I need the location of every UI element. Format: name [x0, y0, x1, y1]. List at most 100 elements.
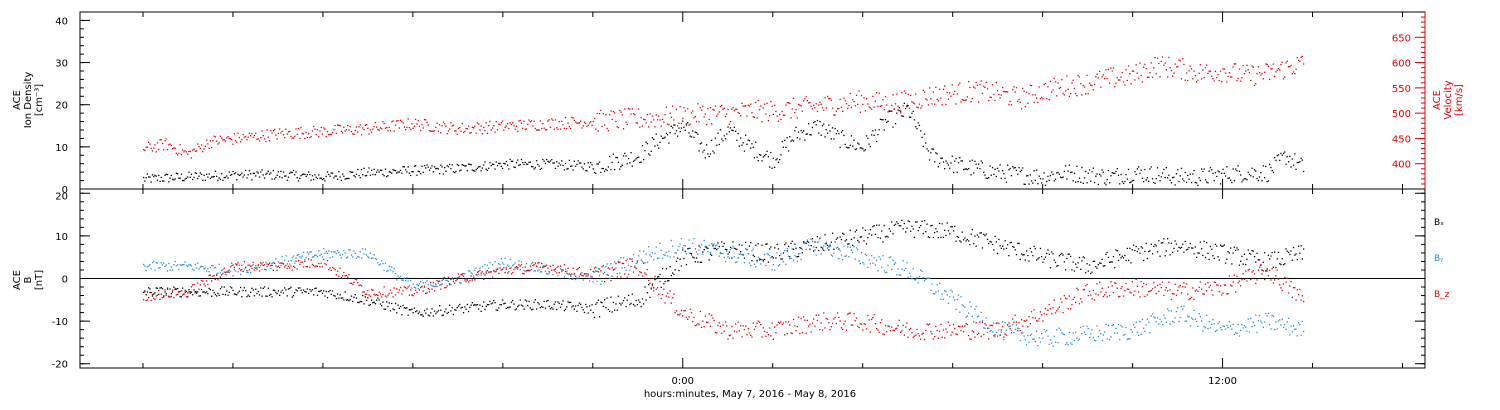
data-point: [664, 302, 666, 304]
data-point: [847, 313, 849, 315]
data-point: [1096, 73, 1098, 75]
data-point: [310, 135, 312, 138]
data-point: [211, 264, 213, 267]
data-point: [877, 236, 879, 239]
data-point: [964, 168, 966, 170]
data-point: [756, 156, 758, 158]
data-point: [815, 103, 817, 105]
data-point: [1228, 177, 1230, 179]
data-point: [814, 121, 816, 123]
data-point: [1091, 84, 1093, 87]
data-point: [1095, 175, 1097, 177]
data-point: [1027, 175, 1029, 177]
data-point: [454, 309, 456, 311]
data-point: [988, 177, 990, 179]
data-point: [383, 175, 385, 177]
data-point: [216, 274, 218, 276]
data-point: [641, 260, 644, 263]
data-point: [563, 276, 565, 278]
data-point: [457, 127, 460, 130]
data-point: [175, 152, 177, 155]
data-point: [1100, 86, 1102, 88]
data-point: [951, 226, 953, 228]
data-point: [803, 100, 805, 102]
data-point: [1238, 170, 1241, 172]
data-point: [386, 301, 388, 303]
data-point: [792, 259, 795, 261]
data-point: [177, 154, 179, 156]
data-point: [556, 266, 558, 268]
data-point: [284, 175, 286, 177]
data-point: [592, 311, 594, 314]
data-point: [600, 171, 602, 174]
data-point: [698, 245, 700, 247]
data-point: [1155, 245, 1157, 247]
data-point: [496, 164, 499, 167]
data-point: [557, 165, 559, 167]
data-point: [480, 310, 482, 312]
data-point: [274, 178, 276, 180]
data-point: [973, 243, 975, 245]
data-point: [974, 336, 976, 338]
data-point: [804, 98, 806, 100]
data-point: [824, 96, 826, 99]
data-point: [1237, 282, 1239, 284]
data-point: [852, 145, 854, 147]
data-point: [789, 324, 791, 326]
data-point: [393, 267, 395, 270]
data-point: [184, 261, 186, 263]
data-point: [236, 263, 238, 265]
data-point: [499, 267, 501, 269]
data-point: [343, 271, 345, 274]
data-point: [677, 135, 679, 137]
data-point: [889, 230, 892, 232]
data-point: [1013, 321, 1015, 323]
data-point: [1100, 291, 1102, 293]
data-point: [1267, 312, 1269, 314]
data-point: [465, 165, 467, 167]
data-point: [1180, 305, 1183, 308]
data-point: [219, 178, 222, 180]
data-point: [1194, 74, 1196, 77]
data-point: [733, 256, 735, 258]
data-point: [296, 133, 298, 135]
data-point: [1143, 259, 1145, 262]
data-point: [1029, 84, 1031, 86]
data-point: [1246, 179, 1248, 181]
data-point: [1153, 316, 1155, 318]
data-point: [156, 287, 159, 289]
data-point: [1073, 339, 1076, 342]
data-point: [1059, 253, 1062, 256]
data-point: [636, 156, 638, 159]
data-point: [913, 103, 916, 105]
data-point: [998, 322, 1000, 324]
data-point: [250, 135, 252, 137]
data-point: [887, 264, 889, 267]
data-point: [995, 81, 997, 84]
data-point: [211, 146, 213, 149]
data-point: [838, 248, 840, 250]
data-point: [939, 222, 941, 225]
data-point: [552, 274, 554, 276]
data-point: [610, 168, 612, 171]
data-point: [865, 254, 868, 257]
data-point: [843, 323, 845, 325]
data-point: [853, 313, 855, 315]
data-point: [1017, 329, 1019, 332]
data-point: [1167, 308, 1169, 310]
data-point: [500, 258, 502, 260]
data-point: [911, 101, 913, 103]
data-point: [1247, 269, 1249, 271]
data-point: [828, 322, 830, 324]
data-point: [1290, 166, 1292, 168]
data-point: [234, 172, 237, 174]
data-point: [551, 307, 553, 309]
data-point: [465, 127, 467, 130]
data-point: [452, 278, 455, 281]
data-point: [669, 112, 671, 114]
data-point: [901, 330, 903, 332]
data-point: [148, 265, 150, 267]
data-point: [1189, 325, 1191, 327]
data-point: [573, 119, 575, 121]
data-point: [163, 262, 165, 264]
